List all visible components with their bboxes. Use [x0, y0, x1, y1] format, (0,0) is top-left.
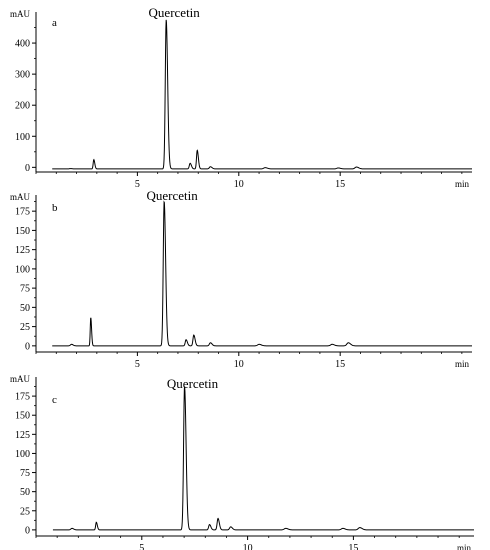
y-tick-label: 75	[20, 284, 30, 295]
x-tick-label: 5	[135, 359, 140, 370]
peak-annotation: Quercetin	[149, 5, 201, 20]
y-tick-label: 125	[15, 245, 30, 256]
chromatogram-trace	[52, 19, 472, 170]
x-tick-label: 10	[243, 543, 253, 550]
y-tick-label: 25	[20, 506, 30, 517]
y-tick-label: 150	[15, 226, 30, 237]
y-axis-unit: mAU	[10, 374, 31, 384]
y-tick-label: 400	[15, 39, 30, 50]
y-axis-unit: mAU	[10, 192, 31, 202]
x-axis-unit: min	[457, 543, 472, 550]
y-tick-label: 300	[15, 70, 30, 81]
y-tick-label: 50	[20, 487, 30, 498]
chart-panel-b: 0 25 50 75 100 125 150 175 mAU 5 10 15 min b Quercetin	[10, 188, 472, 370]
chart-panel-c: 0 25 50 75 100 125 150 175 mAU 5 10 15 min c Quercetin	[10, 374, 474, 550]
y-tick-label: 0	[25, 341, 30, 352]
y-tick-label: 0	[25, 163, 30, 174]
x-axis-unit: min	[455, 359, 470, 369]
x-tick-label: 10	[234, 359, 244, 370]
panel-label: c	[52, 394, 57, 406]
x-tick-label: 15	[335, 179, 345, 190]
peak-annotation: Quercetin	[147, 188, 199, 203]
panel-label: b	[52, 202, 58, 214]
y-tick-label: 175	[15, 207, 30, 218]
x-tick-label: 5	[139, 543, 144, 550]
x-tick-label: 15	[348, 543, 358, 550]
chart-panel-a: 0 100 200 300 400 mAU 5 10 15 min a Quercetin	[10, 5, 472, 190]
chromatogram-trace	[52, 386, 474, 531]
y-tick-label: 75	[20, 468, 30, 479]
y-tick-label: 100	[15, 449, 30, 460]
y-tick-label: 175	[15, 392, 30, 403]
x-tick-label: 10	[234, 179, 244, 190]
y-tick-label: 200	[15, 101, 30, 112]
peak-annotation: Quercetin	[167, 376, 219, 391]
x-axis-unit: min	[455, 179, 470, 189]
x-tick-label: 15	[335, 359, 345, 370]
y-tick-label: 50	[20, 303, 30, 314]
y-tick-label: 100	[15, 264, 30, 275]
y-tick-label: 125	[15, 430, 30, 441]
y-tick-label: 0	[25, 525, 30, 536]
panel-label: a	[52, 17, 57, 29]
x-tick-label: 5	[135, 179, 140, 190]
y-tick-label: 100	[15, 132, 30, 143]
y-axis-unit: mAU	[10, 9, 31, 19]
y-tick-label: 150	[15, 411, 30, 422]
y-tick-label: 25	[20, 322, 30, 333]
chromatogram-trace	[52, 200, 472, 347]
